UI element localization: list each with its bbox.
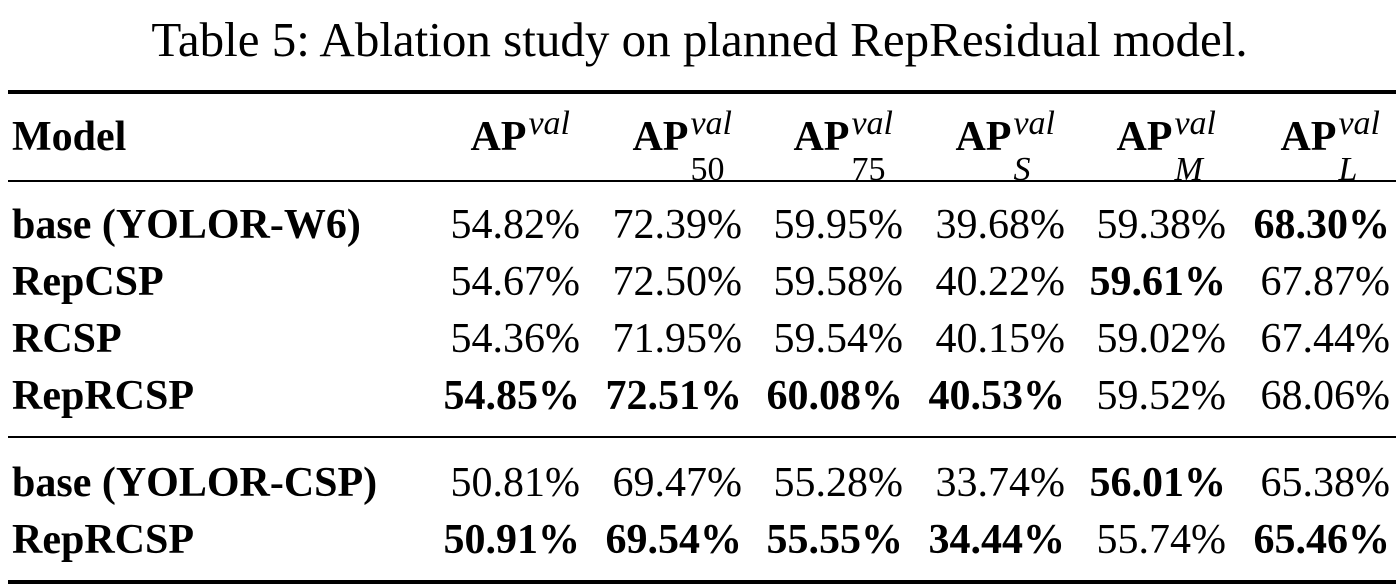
header-sub: L xyxy=(1338,151,1358,188)
header-base: AP xyxy=(793,114,850,160)
header-base: AP xyxy=(955,114,1012,160)
table-caption: Table 5: Ablation study on planned RepRe… xyxy=(151,12,1248,67)
table-cell: 54.36% xyxy=(450,316,581,362)
table-cell: 55.55% xyxy=(766,517,904,563)
header-col-2: AP val 50 xyxy=(572,105,742,187)
table-cell: 50.91% xyxy=(443,517,581,563)
header-col-3: AP val 75 xyxy=(733,105,903,187)
table-cell: 54.85% xyxy=(443,373,581,419)
table-cell: 50.81% xyxy=(450,460,581,506)
row-model-name: RepRCSP xyxy=(12,373,195,419)
row-model-name: base (YOLOR-CSP) xyxy=(12,460,378,506)
row-model-name: RepCSP xyxy=(12,259,164,305)
table-cell: 72.51% xyxy=(605,373,743,419)
table-cell: 72.39% xyxy=(612,202,743,248)
row-model-name: RepRCSP xyxy=(12,517,195,563)
table-cell: 59.52% xyxy=(1096,373,1227,419)
table-cell: 40.53% xyxy=(928,373,1066,419)
table-cell: 40.22% xyxy=(935,259,1066,305)
group-rule xyxy=(8,436,1396,438)
table-cell: 40.15% xyxy=(935,316,1066,362)
table-cell: 59.61% xyxy=(1089,259,1227,305)
table-cell: 59.54% xyxy=(773,316,904,362)
row-model-name: base (YOLOR-W6) xyxy=(12,202,361,248)
table-cell: 54.67% xyxy=(450,259,581,305)
header-sup: val xyxy=(690,105,732,142)
table-cell: 67.87% xyxy=(1260,259,1391,305)
table-cell: 59.95% xyxy=(773,202,904,248)
table-cell: 65.38% xyxy=(1260,460,1391,506)
table-cell: 65.46% xyxy=(1253,517,1391,563)
table-cell: 55.28% xyxy=(773,460,904,506)
table-cell: 39.68% xyxy=(935,202,1066,248)
table-cell: 34.44% xyxy=(928,517,1066,563)
table-cell: 69.47% xyxy=(612,460,743,506)
header-sup: val xyxy=(1338,105,1380,142)
header-model: Model xyxy=(12,114,127,160)
bottom-rule xyxy=(8,580,1396,584)
header-base: AP xyxy=(632,114,689,160)
table-cell: 60.08% xyxy=(766,373,904,419)
header-sup: val xyxy=(1013,105,1055,142)
table-cell: 59.58% xyxy=(773,259,904,305)
header-base: AP xyxy=(1116,114,1173,160)
header-sub: S xyxy=(1013,151,1031,188)
header-rule xyxy=(8,180,1396,182)
header-col-1: APval xyxy=(410,105,580,165)
table-cell: 54.82% xyxy=(450,202,581,248)
header-col-5: AP val M xyxy=(1056,105,1226,187)
table-cell: 71.95% xyxy=(612,316,743,362)
header-col-6: AP val L xyxy=(1220,105,1390,187)
table-cell: 68.06% xyxy=(1260,373,1391,419)
table-cell: 56.01% xyxy=(1089,460,1227,506)
table-cell: 59.38% xyxy=(1096,202,1227,248)
row-model-name: RCSP xyxy=(12,316,122,362)
table-cell: 59.02% xyxy=(1096,316,1227,362)
table-cell: 72.50% xyxy=(612,259,743,305)
table-cell: 68.30% xyxy=(1253,202,1391,248)
top-rule xyxy=(8,90,1396,94)
header-sup: val xyxy=(1174,105,1216,142)
table-cell: 33.74% xyxy=(935,460,1066,506)
table-cell: 55.74% xyxy=(1096,517,1227,563)
table-cell: 69.54% xyxy=(605,517,743,563)
header-sup: val xyxy=(528,105,570,142)
table-cell: 67.44% xyxy=(1260,316,1391,362)
header-col-4: AP val S xyxy=(895,105,1065,187)
header-base: AP xyxy=(1280,114,1337,160)
header-sup: val xyxy=(851,105,893,142)
header-base: AP xyxy=(470,114,527,160)
